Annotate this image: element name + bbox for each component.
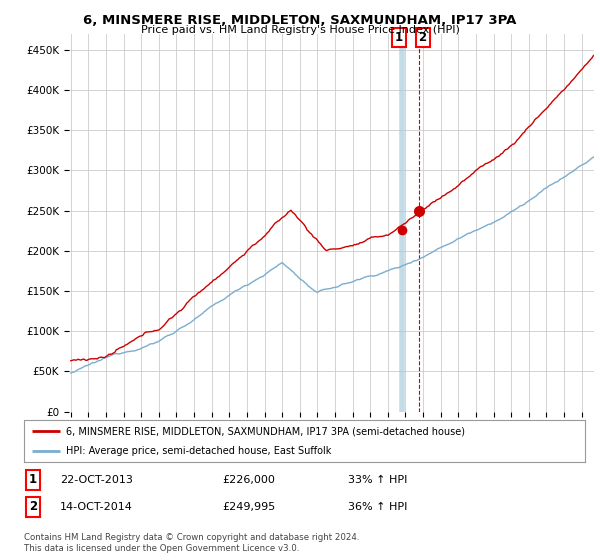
Text: Price paid vs. HM Land Registry's House Price Index (HPI): Price paid vs. HM Land Registry's House … bbox=[140, 25, 460, 35]
Text: 36% ↑ HPI: 36% ↑ HPI bbox=[348, 502, 407, 512]
Text: 1: 1 bbox=[395, 31, 403, 44]
Text: Contains HM Land Registry data © Crown copyright and database right 2024.
This d: Contains HM Land Registry data © Crown c… bbox=[24, 533, 359, 553]
Text: 33% ↑ HPI: 33% ↑ HPI bbox=[348, 475, 407, 485]
Text: 2: 2 bbox=[419, 31, 427, 44]
Text: HPI: Average price, semi-detached house, East Suffolk: HPI: Average price, semi-detached house,… bbox=[66, 446, 331, 456]
Text: 1: 1 bbox=[29, 473, 37, 487]
Text: £226,000: £226,000 bbox=[222, 475, 275, 485]
Text: 6, MINSMERE RISE, MIDDLETON, SAXMUNDHAM, IP17 3PA (semi-detached house): 6, MINSMERE RISE, MIDDLETON, SAXMUNDHAM,… bbox=[66, 426, 465, 436]
Text: 14-OCT-2014: 14-OCT-2014 bbox=[60, 502, 133, 512]
Text: 6, MINSMERE RISE, MIDDLETON, SAXMUNDHAM, IP17 3PA: 6, MINSMERE RISE, MIDDLETON, SAXMUNDHAM,… bbox=[83, 14, 517, 27]
Text: £249,995: £249,995 bbox=[222, 502, 275, 512]
Text: 22-OCT-2013: 22-OCT-2013 bbox=[60, 475, 133, 485]
Text: 2: 2 bbox=[29, 500, 37, 514]
